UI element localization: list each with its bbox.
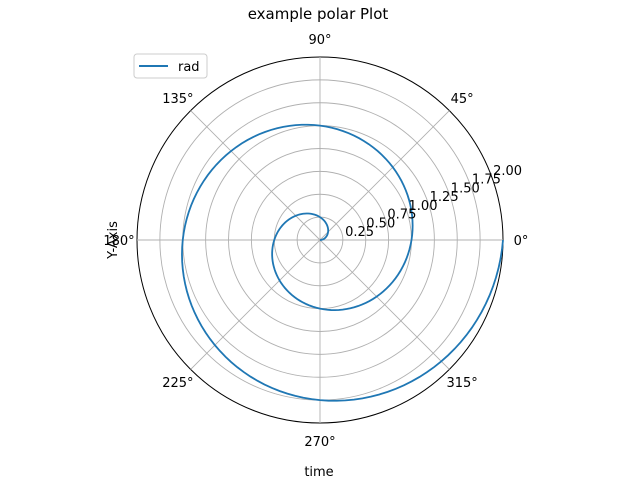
radial-tick-label: 2.00 <box>493 164 522 179</box>
series-line-rad <box>181 123 504 402</box>
angular-gridline <box>319 110 450 241</box>
grid <box>136 56 504 424</box>
legend: rad <box>133 53 208 79</box>
radial-tick-label: 0.75 <box>387 208 416 223</box>
chart-title: example polar Plot <box>248 5 389 23</box>
angular-tick-label: 90° <box>308 33 331 48</box>
radial-tick-label: 1.50 <box>451 181 480 196</box>
x-axis-label: time <box>304 465 333 480</box>
y-axis-label: Y-Axis <box>106 221 121 260</box>
radial-tick-label: 0.25 <box>345 225 374 240</box>
angular-gridline <box>319 239 450 370</box>
tick-labels: 0° 45° 90° 135° 180° 225° 270° 315° 0.250.500.75… <box>103 33 528 450</box>
series-layer <box>181 123 504 402</box>
angular-tick-label: 135° <box>162 92 193 107</box>
radial-tick-label: 0.50 <box>366 216 395 231</box>
angular-gridline <box>190 239 321 370</box>
radial-tick-label: 1.25 <box>430 190 459 205</box>
angular-tick-label: 225° <box>162 376 193 391</box>
angular-tick-label: 45° <box>451 92 474 107</box>
angular-gridline <box>190 110 321 241</box>
radial-tick-label: 1.00 <box>409 199 438 214</box>
angular-tick-label: 315° <box>446 376 477 391</box>
legend-box <box>133 53 208 79</box>
angular-tick-label: 270° <box>304 435 335 450</box>
angular-tick-label: 0° <box>514 234 529 249</box>
angular-tick-label: 180° <box>103 234 134 249</box>
radial-tick-label: 1.75 <box>472 173 501 188</box>
legend-label: rad <box>178 60 200 75</box>
